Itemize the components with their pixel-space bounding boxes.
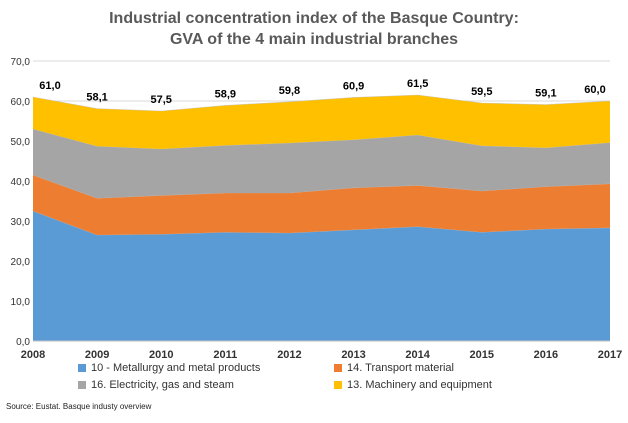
y-tick-label: 60,0	[11, 97, 31, 108]
y-tick-label: 50,0	[11, 137, 31, 148]
legend-swatch-machinery	[334, 381, 342, 389]
chart-title-line-2: GVA of the 4 main industrial branches	[169, 31, 459, 48]
legend-swatch-transport	[334, 364, 342, 372]
y-tick-label: 0,0	[16, 337, 30, 348]
total-data-label: 59,8	[279, 85, 300, 97]
area-series-1	[33, 211, 610, 341]
area-series-3	[33, 129, 610, 199]
legend-label-metallurgy: 10 - Metallurgy and metal products	[91, 362, 261, 374]
y-tick-label: 10,0	[11, 297, 31, 308]
legend-swatch-metallurgy	[78, 364, 86, 372]
y-tick-label: 30,0	[11, 217, 31, 228]
y-tick-label: 40,0	[11, 177, 31, 188]
x-tick-label: 2010	[149, 349, 173, 361]
area-series-4	[33, 95, 610, 149]
area-series-edge-4	[32, 94, 611, 112]
total-data-label: 59,5	[471, 86, 492, 98]
legend-swatch-electricity	[78, 381, 86, 389]
x-tick-label: 2011	[213, 349, 237, 361]
source-note: Source: Eustat. Basque industy overview	[6, 402, 152, 411]
y-tick-label: 20,0	[11, 257, 31, 268]
total-data-label: 60,0	[584, 84, 605, 96]
y-tick-label: 70,0	[11, 57, 31, 68]
legend-item-transport: 14. Transport material	[334, 362, 454, 374]
legend-item-electricity: 16. Electricity, gas and steam	[78, 379, 234, 391]
legend-item-machinery: 13. Machinery and equipment	[334, 379, 492, 391]
total-data-label: 58,1	[86, 92, 107, 104]
legend-label-machinery: 13. Machinery and equipment	[347, 379, 492, 391]
x-tick-label: 2012	[277, 349, 301, 361]
chart-title-line-1: Industrial concentration index of the Ba…	[109, 10, 519, 27]
x-tick-label: 2009	[85, 349, 109, 361]
total-data-label: 57,5	[151, 94, 172, 106]
total-data-label: 58,9	[215, 88, 236, 100]
total-data-label: 61,0	[39, 80, 60, 92]
total-data-label: 60,9	[343, 80, 364, 92]
area-series-2	[33, 175, 610, 235]
legend-label-transport: 14. Transport material	[347, 362, 454, 374]
total-data-label: 59,1	[535, 88, 556, 100]
x-tick-label: 2016	[534, 349, 558, 361]
chart-title: Industrial concentration index of the Ba…	[0, 8, 628, 50]
total-data-label: 61,5	[407, 78, 428, 90]
legend-label-electricity: 16. Electricity, gas and steam	[91, 379, 234, 391]
x-tick-label: 2014	[405, 349, 430, 361]
x-tick-label: 2008	[21, 349, 45, 361]
x-tick-label: 2015	[470, 349, 494, 361]
x-tick-label: 2017	[598, 349, 622, 361]
legend-item-metallurgy: 10 - Metallurgy and metal products	[78, 362, 260, 374]
x-tick-label: 2013	[341, 349, 365, 361]
